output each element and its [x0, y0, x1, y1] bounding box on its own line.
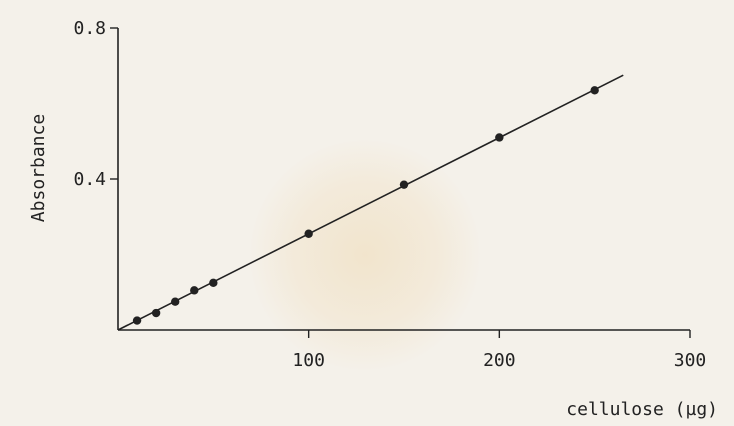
y-axis-label: Absorbance: [28, 114, 49, 222]
x-tick-label-200: 200: [483, 350, 516, 371]
data-point: [304, 229, 313, 238]
data-point: [132, 316, 142, 325]
x-axis-label: cellulose (µg): [566, 399, 718, 420]
data-point: [151, 308, 161, 318]
x-tick-label-300: 300: [674, 350, 707, 371]
data-point: [399, 180, 409, 189]
data-point: [171, 297, 180, 306]
data-point: [190, 286, 199, 295]
y-ticks: 0.4 0.8: [73, 18, 118, 190]
y-tick-label-0.4: 0.4: [73, 169, 106, 190]
data-point: [495, 133, 504, 142]
x-tick-label-100: 100: [292, 350, 325, 371]
data-point: [209, 278, 218, 288]
watermark-seal: [250, 140, 480, 370]
axes: [117, 28, 690, 331]
fit-line: [117, 74, 624, 331]
data-points: [132, 86, 599, 325]
data-point: [590, 86, 599, 95]
y-tick-label-0.8: 0.8: [73, 18, 106, 39]
x-ticks: 100 200 300: [292, 330, 706, 371]
